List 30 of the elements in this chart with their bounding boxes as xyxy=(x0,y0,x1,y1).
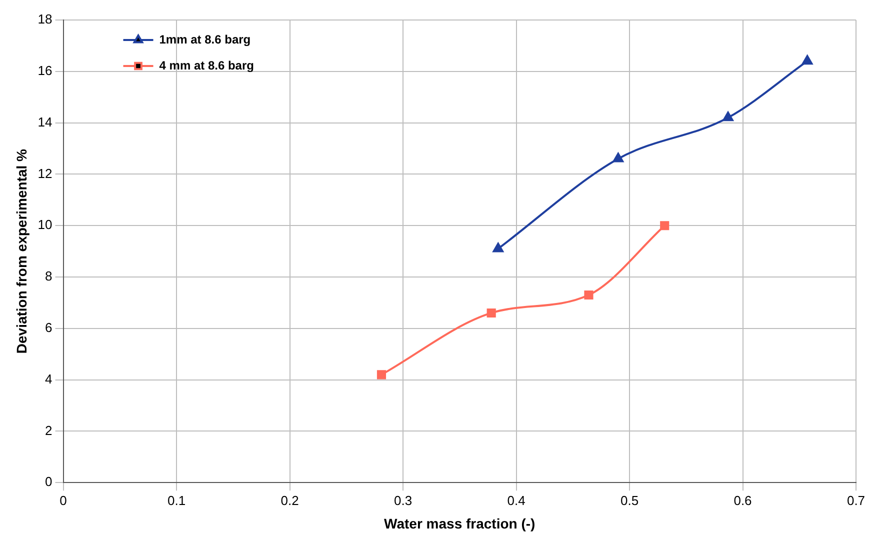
y-tick-label: 18 xyxy=(38,12,52,27)
y-axis-title: Deviation from experimental % xyxy=(13,148,30,354)
x-tick-label: 0.5 xyxy=(620,492,639,508)
x-tick-label: 0.2 xyxy=(280,492,299,508)
point xyxy=(486,308,496,318)
point xyxy=(660,221,670,230)
y-tick-label: 8 xyxy=(45,268,52,284)
x-tick-label: 0.1 xyxy=(167,492,186,508)
x-tick-label: 0 xyxy=(60,492,67,508)
y-tick-label: 2 xyxy=(45,422,52,438)
point xyxy=(802,55,813,65)
x-tick-label: 0.7 xyxy=(846,492,866,508)
x-axis-title: Water mass fraction (-) xyxy=(384,515,536,532)
x-tick-label: 0.3 xyxy=(394,492,412,508)
y-tick-label: 14 xyxy=(38,114,52,130)
x-tick-label: 0.6 xyxy=(734,492,752,508)
point xyxy=(376,370,386,380)
legend-label: 4 mm at 8.6 barg xyxy=(159,58,254,72)
y-tick-label: 4 xyxy=(45,371,52,386)
y-tick-label: 0 xyxy=(45,474,52,490)
point xyxy=(584,290,594,300)
y-tick-label: 12 xyxy=(38,166,52,181)
point xyxy=(612,152,624,162)
legend-label: 1mm at 8.6 barg xyxy=(159,32,251,46)
y-tick-label: 6 xyxy=(45,320,52,335)
point xyxy=(722,112,734,122)
y-tick-label: 16 xyxy=(38,62,52,78)
point xyxy=(492,242,504,252)
x-tick-label: 0.4 xyxy=(507,492,526,508)
y-tick-label: 10 xyxy=(38,217,52,232)
